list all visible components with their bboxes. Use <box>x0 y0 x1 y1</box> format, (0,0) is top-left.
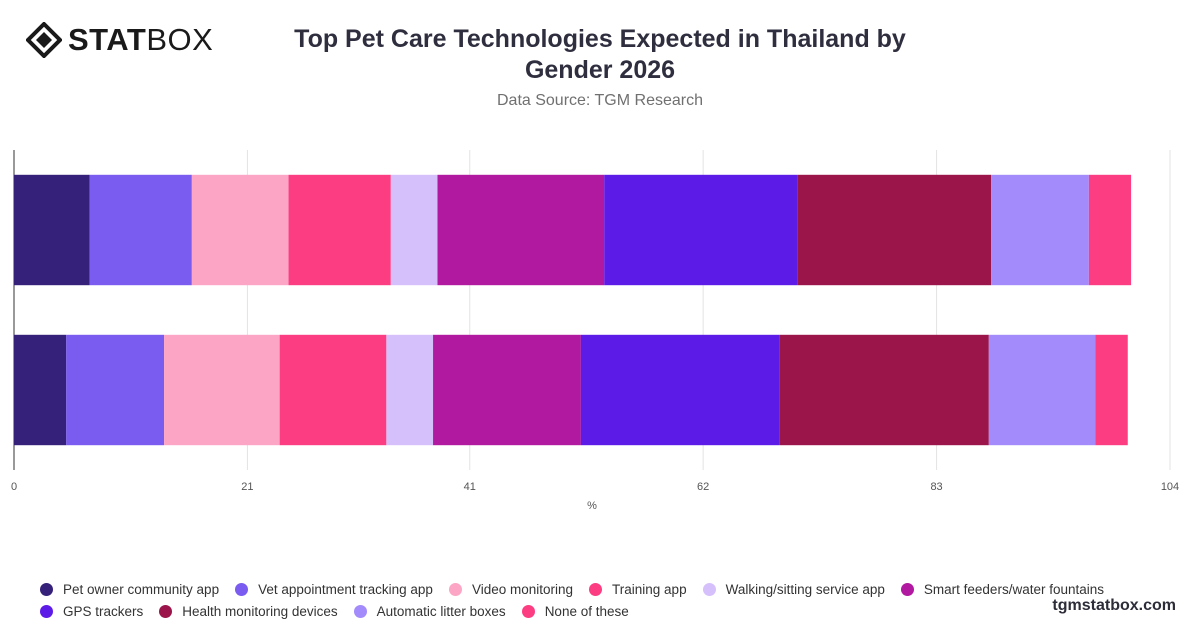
legend-swatch <box>521 604 535 618</box>
brand-watermark: tgmstatbox.com <box>1052 597 1176 614</box>
legend-label: Automatic litter boxes <box>376 603 506 619</box>
legend-label: None of these <box>544 603 629 619</box>
bar-segment <box>164 334 280 446</box>
legend-item[interactable]: None of these <box>521 602 629 620</box>
legend-item[interactable]: Training app <box>589 580 687 598</box>
legend-swatch <box>353 604 367 618</box>
legend-item[interactable]: Pet owner community app <box>40 580 219 598</box>
legend-item[interactable]: Vet appointment tracking app <box>235 580 433 598</box>
legend-swatch <box>40 604 53 618</box>
legend-label: Vet appointment tracking app <box>258 581 433 597</box>
legend-swatch <box>448 582 462 596</box>
legend-label: Pet owner community app <box>63 581 220 597</box>
x-tick-label: 62 <box>697 481 709 493</box>
legend-swatch <box>40 582 53 596</box>
bar-segment <box>433 334 581 446</box>
legend-label: GPS trackers <box>63 603 144 619</box>
bar-segment <box>797 174 992 286</box>
bar-segment <box>580 334 780 446</box>
bar-segment <box>604 174 798 286</box>
logo-text-light: BOX <box>146 22 214 57</box>
bar-segment <box>89 174 192 286</box>
bar-segment <box>991 174 1089 286</box>
legend-item[interactable]: Walking/sitting service app <box>702 580 885 598</box>
bar-segment <box>437 174 605 286</box>
bar-segment <box>191 174 289 286</box>
legend-label: Video monitoring <box>471 581 574 597</box>
legend-item[interactable]: Automatic litter boxes <box>353 602 506 620</box>
bar-segment <box>1095 334 1128 446</box>
bar-segment <box>14 334 67 446</box>
diamond-logo-icon <box>26 22 62 58</box>
legend-item[interactable]: Video monitoring <box>448 580 574 598</box>
logo-text: STATBOX <box>68 22 213 58</box>
legend-item[interactable]: Health monitoring devices <box>159 602 338 620</box>
bar-segment <box>14 174 90 286</box>
x-tick-label: 0 <box>11 481 17 493</box>
bar-segment <box>1088 174 1132 286</box>
bar-segment <box>279 334 387 446</box>
legend-item[interactable]: Smart feeders/water fountains <box>900 580 1104 598</box>
chart-legend: Pet owner community app Vet appointment t… <box>40 580 1170 620</box>
legend-swatch <box>589 582 603 596</box>
bar-segment <box>988 334 1096 446</box>
logo-text-bold: STAT <box>68 22 147 57</box>
chart-subtitle: Data Source: TGM Research <box>496 92 703 109</box>
x-tick-label: 21 <box>241 481 253 493</box>
bar-segment <box>66 334 165 446</box>
x-tick-label: 83 <box>930 481 942 493</box>
logo: STATBOX <box>26 22 213 58</box>
legend-label: Training app <box>612 581 687 597</box>
legend-swatch <box>900 582 914 596</box>
bar-segment <box>386 334 434 446</box>
legend-label: Walking/sitting service app <box>725 581 885 597</box>
legend-swatch <box>159 604 173 618</box>
x-tick-label: 41 <box>464 481 476 493</box>
legend-label: Smart feeders/water fountains <box>923 581 1104 597</box>
chart-title: Top Pet Care Technologies Expected in Th… <box>294 25 906 84</box>
legend-swatch <box>235 582 249 596</box>
x-axis-label: % <box>587 500 597 512</box>
legend-swatch <box>702 582 716 596</box>
legend-label: Health monitoring devices <box>182 603 338 619</box>
bar-segment <box>779 334 989 446</box>
x-tick-label: 104 <box>1161 481 1179 493</box>
bar-segment <box>288 174 391 286</box>
legend-item[interactable]: GPS trackers <box>40 602 143 620</box>
bar-segment <box>390 174 438 286</box>
